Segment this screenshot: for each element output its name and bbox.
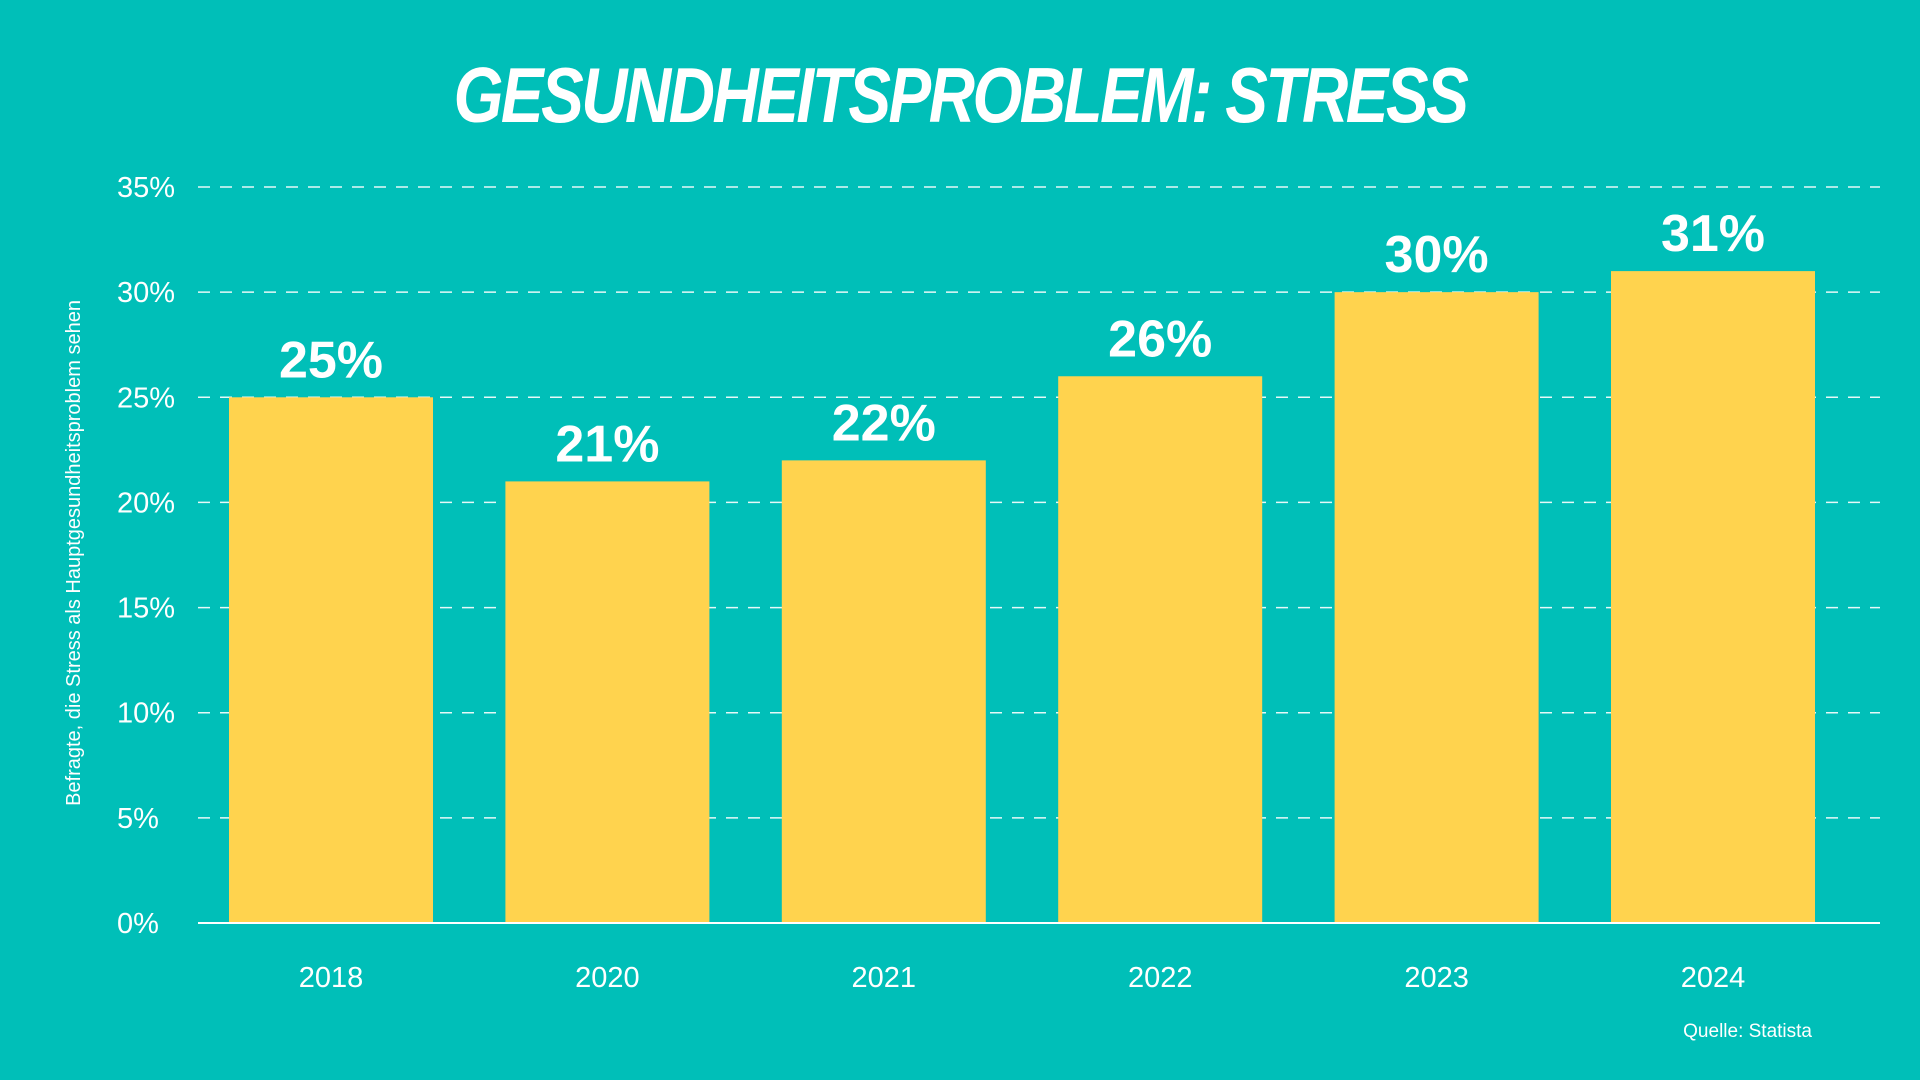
y-tick-label: 15% [117,593,175,625]
gridlines [198,186,1880,819]
bar-2022 [1058,376,1263,923]
bars [229,271,1815,924]
bar-2018 [229,397,433,923]
y-tick-label: 20% [117,487,175,519]
bar-2023 [1334,292,1539,924]
bar-2024 [1611,271,1815,924]
data-label: 22% [832,394,936,452]
data-label: 21% [555,415,659,473]
y-tick-label: 25% [117,382,175,414]
source-note: Quelle: Statista [1683,1021,1812,1042]
x-tick-label: 2018 [299,962,364,994]
x-tick-label: 2020 [575,962,640,994]
data-label: 31% [1661,205,1765,263]
x-tick-label: 2023 [1404,962,1469,994]
y-tick-label: 35% [117,172,175,204]
data-label: 30% [1385,226,1489,284]
y-tick-label: 5% [117,803,159,835]
chart-title: GESUNDHEITSPROBLEM: STRESS [453,51,1469,139]
x-tick-label: 2021 [852,962,917,994]
data-label: 25% [279,331,383,389]
data-label: 26% [1108,310,1212,368]
x-tick-label: 2022 [1128,962,1193,994]
bar-2021 [781,460,986,923]
y-tick-label: 30% [117,277,175,309]
y-tick-label: 0% [117,908,159,940]
y-axis-label: Befragte, die Stress als Hauptgesundheit… [63,300,85,806]
y-tick-label: 10% [117,698,175,730]
x-tick-label: 2024 [1681,962,1746,994]
bar-2020 [505,481,710,923]
labels: 0% 5% 10% 15% 20% 25% 30% 35% 25% 2018 21% 2020 22% 2… [117,172,1765,994]
